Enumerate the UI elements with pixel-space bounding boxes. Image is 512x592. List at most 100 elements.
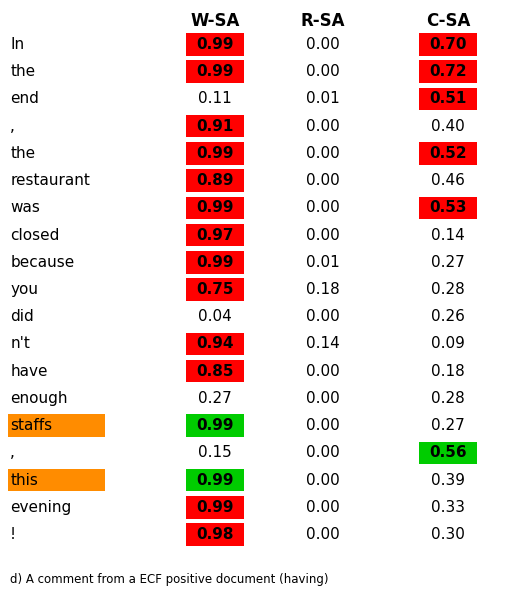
Text: C-SA: C-SA — [426, 12, 470, 30]
Text: 0.30: 0.30 — [431, 527, 465, 542]
Text: the: the — [10, 64, 35, 79]
Text: 0.00: 0.00 — [306, 309, 339, 324]
Text: 0.01: 0.01 — [306, 255, 339, 270]
Text: was: was — [10, 200, 40, 215]
FancyBboxPatch shape — [185, 115, 245, 137]
Text: 0.99: 0.99 — [196, 200, 234, 215]
Text: did: did — [10, 309, 34, 324]
Text: have: have — [10, 363, 48, 379]
Text: 0.89: 0.89 — [196, 173, 234, 188]
Text: 0.00: 0.00 — [306, 173, 339, 188]
Text: 0.18: 0.18 — [431, 363, 465, 379]
FancyBboxPatch shape — [419, 33, 477, 56]
Text: 0.72: 0.72 — [429, 64, 467, 79]
Text: 0.99: 0.99 — [196, 146, 234, 161]
Text: 0.85: 0.85 — [196, 363, 234, 379]
Text: end: end — [10, 91, 39, 107]
FancyBboxPatch shape — [185, 414, 245, 437]
Text: 0.00: 0.00 — [306, 363, 339, 379]
Text: R-SA: R-SA — [301, 12, 345, 30]
FancyBboxPatch shape — [419, 142, 477, 165]
Text: 0.00: 0.00 — [306, 200, 339, 215]
Text: 0.18: 0.18 — [306, 282, 339, 297]
Text: 0.27: 0.27 — [198, 391, 232, 406]
Text: enough: enough — [10, 391, 68, 406]
FancyBboxPatch shape — [185, 197, 245, 219]
FancyBboxPatch shape — [185, 496, 245, 519]
Text: 0.51: 0.51 — [430, 91, 466, 107]
FancyBboxPatch shape — [185, 333, 245, 355]
Text: 0.28: 0.28 — [431, 391, 465, 406]
FancyBboxPatch shape — [185, 224, 245, 246]
FancyBboxPatch shape — [185, 142, 245, 165]
FancyBboxPatch shape — [185, 360, 245, 382]
Text: d) A comment from a ECF positive document (having): d) A comment from a ECF positive documen… — [10, 573, 329, 586]
Text: 0.39: 0.39 — [431, 472, 465, 488]
FancyBboxPatch shape — [185, 278, 245, 301]
Text: 0.99: 0.99 — [196, 255, 234, 270]
Text: 0.56: 0.56 — [429, 445, 467, 461]
Text: closed: closed — [10, 227, 59, 243]
Text: 0.40: 0.40 — [431, 118, 465, 134]
Text: 0.04: 0.04 — [198, 309, 232, 324]
Text: W-SA: W-SA — [190, 12, 240, 30]
Text: 0.00: 0.00 — [306, 146, 339, 161]
Text: 0.14: 0.14 — [431, 227, 465, 243]
FancyBboxPatch shape — [185, 469, 245, 491]
Text: 0.91: 0.91 — [197, 118, 233, 134]
Text: ,: , — [10, 445, 15, 461]
Text: 0.99: 0.99 — [196, 500, 234, 515]
Text: In: In — [10, 37, 25, 52]
FancyBboxPatch shape — [419, 197, 477, 219]
Text: 0.00: 0.00 — [306, 64, 339, 79]
FancyBboxPatch shape — [185, 251, 245, 274]
Text: !: ! — [10, 527, 16, 542]
Text: 0.28: 0.28 — [431, 282, 465, 297]
Text: 0.99: 0.99 — [196, 418, 234, 433]
Text: 0.99: 0.99 — [196, 37, 234, 52]
FancyBboxPatch shape — [185, 60, 245, 83]
FancyBboxPatch shape — [419, 60, 477, 83]
Text: 0.75: 0.75 — [196, 282, 234, 297]
Text: 0.00: 0.00 — [306, 472, 339, 488]
Text: 0.09: 0.09 — [431, 336, 465, 352]
FancyBboxPatch shape — [185, 169, 245, 192]
Text: because: because — [10, 255, 74, 270]
Text: 0.00: 0.00 — [306, 227, 339, 243]
Text: 0.27: 0.27 — [431, 255, 465, 270]
Text: 0.33: 0.33 — [431, 500, 465, 515]
FancyBboxPatch shape — [8, 414, 105, 437]
FancyBboxPatch shape — [419, 88, 477, 110]
Text: 0.94: 0.94 — [196, 336, 234, 352]
Text: 0.01: 0.01 — [306, 91, 339, 107]
Text: 0.52: 0.52 — [429, 146, 467, 161]
Text: 0.00: 0.00 — [306, 418, 339, 433]
Text: 0.46: 0.46 — [431, 173, 465, 188]
Text: 0.99: 0.99 — [196, 472, 234, 488]
Text: ,: , — [10, 118, 15, 134]
Text: 0.11: 0.11 — [198, 91, 232, 107]
Text: 0.70: 0.70 — [429, 37, 467, 52]
Text: 0.00: 0.00 — [306, 37, 339, 52]
Text: restaurant: restaurant — [10, 173, 90, 188]
Text: staffs: staffs — [10, 418, 52, 433]
Text: you: you — [10, 282, 38, 297]
FancyBboxPatch shape — [185, 33, 245, 56]
Text: 0.15: 0.15 — [198, 445, 232, 461]
FancyBboxPatch shape — [419, 442, 477, 464]
Text: 0.26: 0.26 — [431, 309, 465, 324]
Text: 0.27: 0.27 — [431, 418, 465, 433]
Text: the: the — [10, 146, 35, 161]
Text: evening: evening — [10, 500, 72, 515]
Text: 0.99: 0.99 — [196, 64, 234, 79]
Text: 0.00: 0.00 — [306, 500, 339, 515]
Text: 0.00: 0.00 — [306, 118, 339, 134]
Text: this: this — [10, 472, 38, 488]
Text: 0.97: 0.97 — [196, 227, 234, 243]
Text: 0.14: 0.14 — [306, 336, 339, 352]
FancyBboxPatch shape — [185, 523, 245, 546]
FancyBboxPatch shape — [8, 469, 105, 491]
Text: 0.00: 0.00 — [306, 445, 339, 461]
Text: n't: n't — [10, 336, 30, 352]
Text: 0.98: 0.98 — [196, 527, 234, 542]
